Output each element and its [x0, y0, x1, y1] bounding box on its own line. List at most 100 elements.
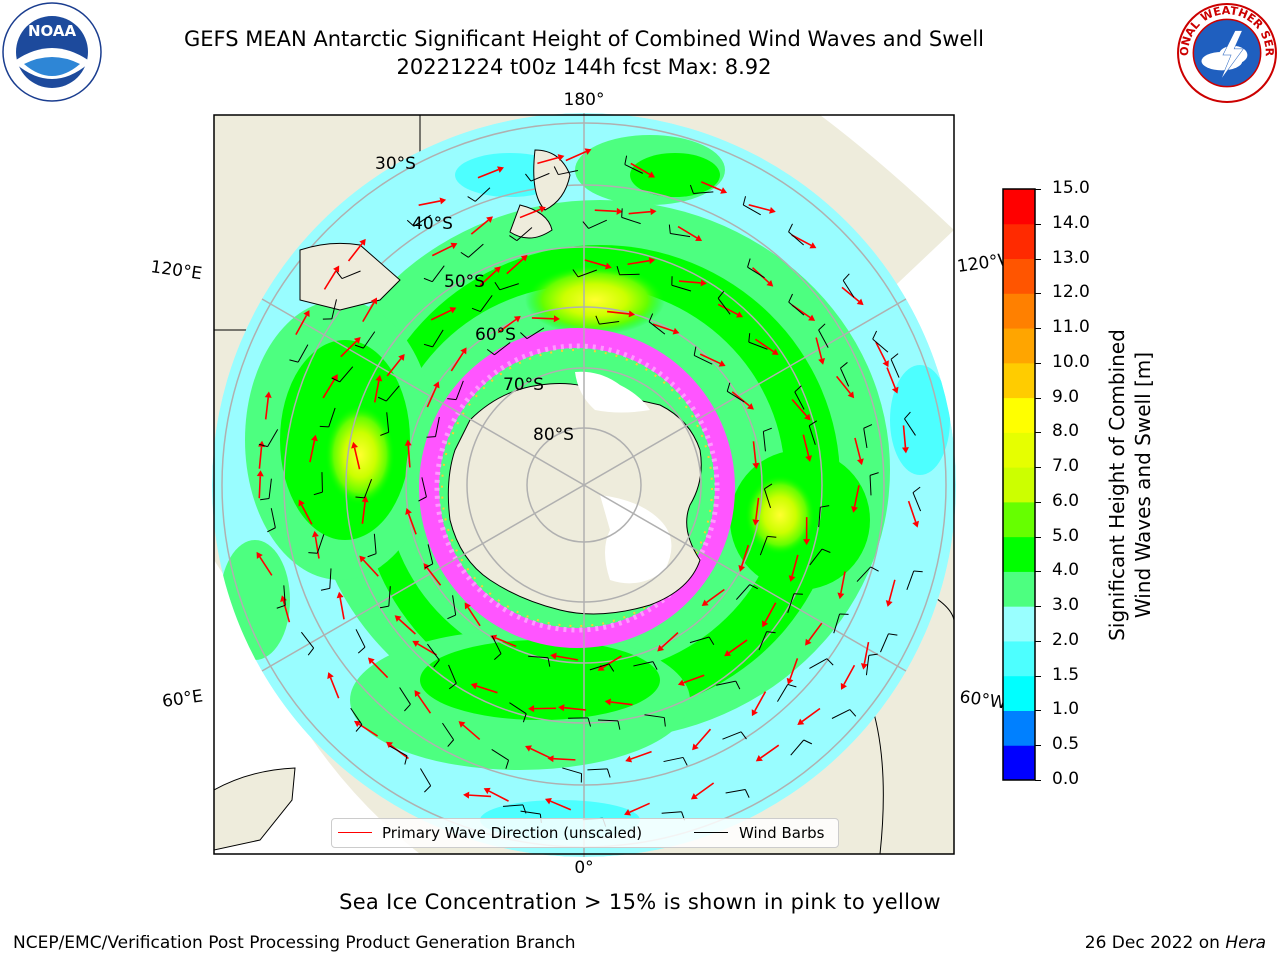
wind-barb-flag [682, 757, 688, 766]
wave-arrow-head [414, 690, 421, 698]
wave-arrow [888, 579, 896, 602]
wind-barb-shaft [420, 768, 432, 786]
lat-label-30s: 30°S [375, 154, 416, 174]
wind-barb-flag [587, 717, 592, 727]
wind-barb-flag [460, 251, 469, 258]
wind-barb-flag [663, 717, 666, 727]
wind-barb-shaft [912, 492, 922, 512]
wave-arrow-head [805, 455, 813, 462]
wave-arrow-head [450, 242, 458, 250]
colorbar-tick-label: 10.0 [1052, 351, 1090, 372]
wave-arrow-head [672, 327, 680, 335]
wind-barb-shaft [644, 714, 665, 719]
wind-barb-flag [267, 527, 276, 533]
wave-arrow [695, 728, 712, 747]
sea-ice-note: Sea Ice Concentration > 15% is shown in … [339, 890, 941, 914]
wave-arrow-head [901, 447, 909, 454]
wave-arrow-head [720, 187, 728, 194]
legend-wind-swatch [694, 832, 728, 833]
wind-barb-shaft [725, 789, 746, 794]
wave-arrow [426, 567, 442, 586]
wind-barb-flag [522, 804, 527, 814]
colorbar-segment [1003, 189, 1035, 225]
wave-arrow-head [625, 755, 633, 763]
wind-barb-flag [572, 269, 579, 278]
wave-arrow [808, 622, 823, 642]
wind-barb-shaft [442, 722, 455, 741]
footer-date: 26 Dec 2022 on Hera [1085, 933, 1266, 953]
colorbar-tick-mark [1035, 745, 1041, 747]
wind-barb-shaft [842, 280, 855, 298]
wind-barb-flag [912, 486, 921, 494]
wave-arrow-head [351, 441, 358, 449]
wind-barb-flag [520, 332, 528, 339]
wave-arrow-head [856, 298, 864, 306]
wave-arrow [629, 802, 650, 813]
wave-arrow-head [336, 591, 344, 599]
wind-barb-shaft [499, 283, 519, 291]
colorbar-tick-label: 7.0 [1052, 456, 1080, 477]
legend-wind-label: Wind Barbs [739, 824, 825, 842]
wind-barb-flag [717, 290, 725, 299]
wave-arrow [309, 440, 316, 463]
wave-arrow [789, 658, 799, 680]
lat-label-40s: 40°S [412, 214, 453, 234]
wave-arrow [706, 588, 725, 604]
wave-arrow [477, 168, 499, 179]
wind-barb-shaft [809, 658, 828, 669]
colorbar-segment [1003, 293, 1035, 329]
wind-barb-flag [648, 313, 654, 323]
wind-barb-flag [808, 420, 818, 427]
wind-barb-shaft [599, 321, 620, 325]
wind-barb-shaft [663, 756, 684, 763]
wind-barb-flag [749, 584, 758, 590]
wave-arrow [907, 500, 917, 523]
wave-arrow-head [648, 257, 656, 265]
wave-arrow [791, 234, 812, 247]
wave-arrow [258, 446, 263, 469]
wind-barb-flag [423, 277, 433, 283]
wave-arrow-head [303, 310, 310, 318]
wind-barb-flag [863, 424, 873, 429]
wind-barb-flag [308, 552, 318, 554]
colorbar-tick-label: 15.0 [1052, 178, 1090, 198]
colorbar-tick-mark [1035, 467, 1041, 469]
wave-arrow [418, 200, 441, 206]
wave-arrow-head [786, 677, 794, 685]
wave-arrow-head [762, 620, 769, 628]
wind-barb-flag [493, 653, 502, 661]
colorbar-tick-mark [1035, 432, 1041, 434]
wave-arrow [815, 337, 823, 360]
wind-barb-shaft [452, 595, 457, 616]
lon-label-60e: 60°E [161, 686, 204, 711]
colorbar-tick-mark [1035, 501, 1041, 503]
wind-barb-flag [693, 346, 697, 356]
wind-barb-shaft [494, 342, 511, 356]
wind-barb-shaft [808, 425, 816, 445]
lat-label-70s: 70°S [503, 375, 544, 395]
wave-arrow [556, 655, 578, 661]
wind-barb-shaft [558, 170, 578, 176]
wind-barb-shaft [818, 329, 829, 348]
wind-barb-shaft [431, 265, 445, 282]
colorbar-segment [1003, 536, 1035, 572]
wind-barb-shaft [759, 536, 768, 556]
wave-arrow [362, 302, 375, 323]
wave-arrow-head [256, 470, 264, 477]
wave-arrow-head [692, 743, 699, 751]
wind-barb-flag [447, 614, 456, 620]
wind-barb-flag [406, 219, 415, 227]
wave-arrow-head [354, 720, 361, 728]
wave-arrow [259, 556, 273, 576]
wind-barb-flag [652, 661, 658, 670]
wave-arrow-head [803, 539, 811, 546]
wind-barb-shaft [328, 407, 336, 428]
wave-arrow-head [557, 154, 565, 161]
wind-barb-shaft [331, 299, 337, 319]
wind-barb-shaft [689, 636, 710, 644]
wave-arrow [476, 685, 498, 694]
wave-arrow-head [752, 462, 760, 470]
wind-barb-shaft [693, 355, 713, 365]
wind-barb-flag [289, 359, 299, 363]
wind-barb-shaft [831, 709, 851, 719]
